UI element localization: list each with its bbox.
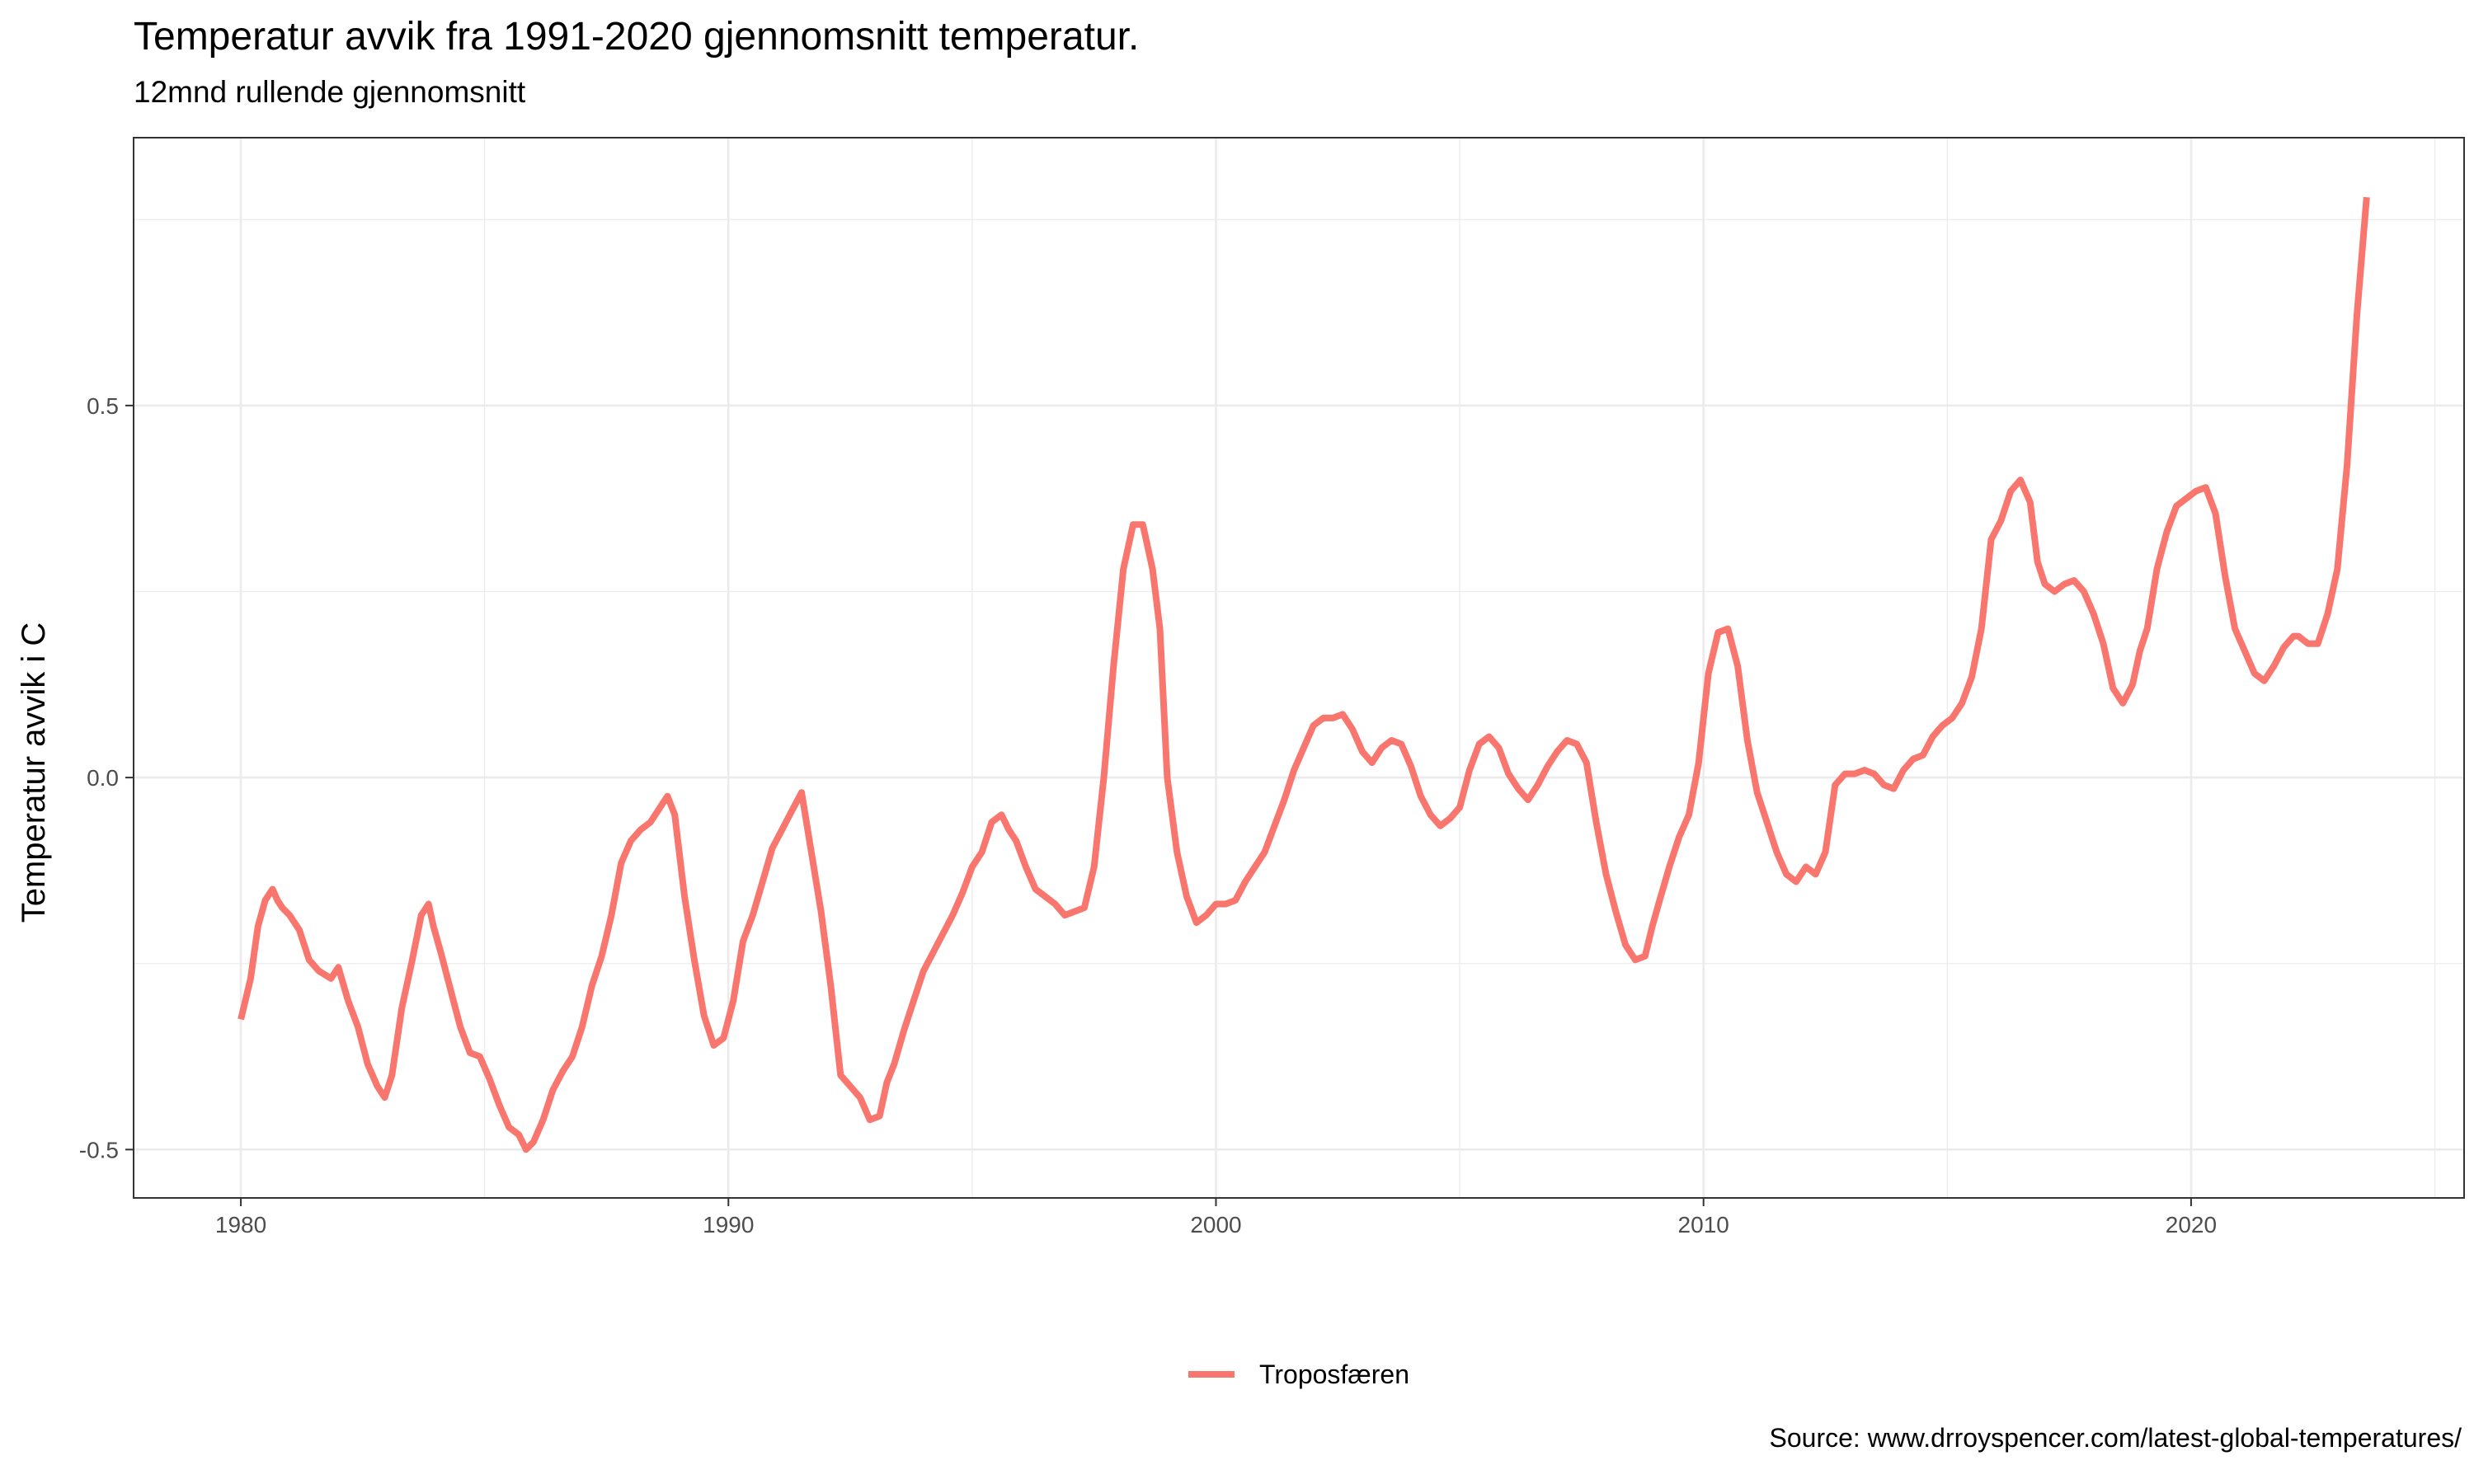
legend: Troposfæren <box>1188 1360 1409 1389</box>
chart-title: Temperatur avvik fra 1991-2020 gjennomsn… <box>134 15 1139 59</box>
chart-subtitle: 12mnd rullende gjennomsnitt <box>134 75 526 109</box>
legend-label: Troposfæren <box>1259 1360 1409 1389</box>
y-axis-label: Temperatur avvik i C <box>16 622 52 923</box>
panel-border <box>133 137 2465 1199</box>
y-tick-label: 0.5 <box>87 393 119 419</box>
x-tick-label: 2020 <box>2166 1212 2217 1237</box>
series-layer <box>238 196 2370 1153</box>
y-tick-label: 0.0 <box>87 765 119 791</box>
series-line-troposfaeren <box>238 196 2370 1153</box>
x-tick-label: 2010 <box>1678 1212 1729 1237</box>
x-tick-label: 1980 <box>215 1212 266 1237</box>
x-axis: 1980 1990 2000 2010 2020 <box>215 1198 2217 1237</box>
y-axis: -0.5 0.0 0.5 <box>79 393 134 1162</box>
x-tick-label: 1990 <box>703 1212 754 1237</box>
grid-minor <box>134 138 2464 1198</box>
x-tick-label: 2000 <box>1190 1212 1241 1237</box>
chart-caption: Source: www.drroyspencer.com/latest-glob… <box>1770 1423 2462 1453</box>
y-tick-label: -0.5 <box>79 1137 119 1162</box>
panel-background <box>134 138 2464 1198</box>
